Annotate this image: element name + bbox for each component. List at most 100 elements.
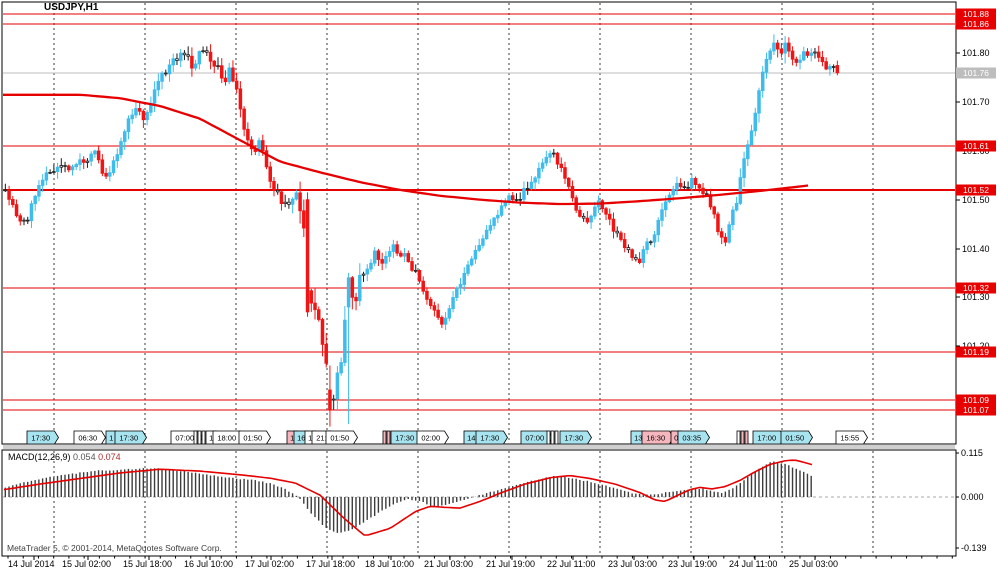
trade-marker-label: 17:30: [564, 434, 583, 443]
trade-marker-label: 17:30: [480, 434, 499, 443]
trade-marker[interactable]: [238, 430, 271, 445]
trade-tick-marker[interactable]: [546, 430, 551, 445]
svg-text:22 Jul 11:00: 22 Jul 11:00: [547, 559, 595, 569]
trade-marker-label: 16: [297, 434, 305, 443]
trade-marker-label: 01:50: [785, 434, 804, 443]
svg-text:-0.139: -0.139: [961, 543, 987, 553]
svg-text:101.32: 101.32: [963, 283, 989, 293]
trade-marker-label: 1: [290, 434, 294, 443]
svg-text:17 Jul 02:00: 17 Jul 02:00: [245, 559, 294, 569]
svg-text:23 Jul 19:00: 23 Jul 19:00: [668, 559, 717, 569]
svg-text:101.30: 101.30: [962, 292, 990, 302]
trade-marker-label: 17:30: [119, 434, 138, 443]
time-axis[interactable]: 14 Jul 2014 15 Jul 02:00 15 Jul 18:00 16 Ju…: [7, 556, 953, 569]
trade-marker-label: 17:30: [395, 434, 414, 443]
day-gridlines: [53, 3, 874, 555]
trade-marker-label: 03:35: [682, 434, 701, 443]
trade-marker[interactable]: [114, 430, 147, 445]
svg-text:101.88: 101.88: [963, 9, 989, 19]
svg-text:16 Jul 10:00: 16 Jul 10:00: [184, 559, 233, 569]
trade-tick-marker[interactable]: [550, 430, 555, 445]
svg-text:21 Jul 19:00: 21 Jul 19:00: [486, 559, 535, 569]
symbol-period-title: USDJPY,H1: [44, 2, 99, 13]
svg-text:25 Jul 03:00: 25 Jul 03:00: [789, 559, 838, 569]
trade-marker[interactable]: [475, 430, 508, 445]
svg-text:18 Jul 10:00: 18 Jul 10:00: [365, 559, 414, 569]
svg-text:21 Jul 03:00: 21 Jul 03:00: [424, 559, 473, 569]
trade-marker-label: 1: [209, 434, 213, 443]
svg-text:101.61: 101.61: [963, 141, 989, 151]
trade-tick-marker[interactable]: [382, 430, 387, 445]
trade-tick-marker[interactable]: [554, 430, 559, 445]
trade-marker-label: 01:50: [330, 434, 349, 443]
trade-marker[interactable]: [520, 430, 553, 445]
trade-tick-marker[interactable]: [736, 430, 741, 445]
pane-splitter[interactable]: [3, 445, 955, 449]
svg-text:101.86: 101.86: [963, 19, 989, 29]
trade-marker-label: 21:: [316, 434, 326, 443]
svg-text:101.09: 101.09: [963, 395, 989, 405]
trade-tick-marker[interactable]: [197, 430, 202, 445]
svg-text:24 Jul 11:00: 24 Jul 11:00: [729, 559, 777, 569]
svg-text:101.20: 101.20: [962, 341, 990, 351]
trade-marker-label: 17:30: [31, 434, 50, 443]
trade-marker-label: 18:00: [217, 434, 236, 443]
svg-text:23 Jul 03:00: 23 Jul 03:00: [608, 559, 657, 569]
trade-tick-marker[interactable]: [740, 430, 745, 445]
svg-text:0.115: 0.115: [961, 448, 983, 458]
trade-marker-label: 0: [674, 434, 678, 443]
svg-text:101.19: 101.19: [963, 347, 989, 357]
trade-tick-marker[interactable]: [744, 430, 749, 445]
trade-marker-label: 02:00: [421, 434, 440, 443]
indicator-value-signal: 0.074: [98, 452, 121, 462]
trade-tick-marker[interactable]: [386, 430, 391, 445]
trade-marker-label: 01:50: [243, 434, 262, 443]
trade-marker-label: 06:30: [78, 434, 97, 443]
trade-marker-label: 17:00: [757, 434, 776, 443]
svg-text:101.52: 101.52: [963, 185, 989, 195]
svg-text:101.07: 101.07: [963, 405, 989, 415]
trade-marker[interactable]: [780, 430, 813, 445]
price-axis[interactable]: 101.80101.70101.60101.50101.40101.30101.…: [956, 8, 996, 554]
trade-marker-label: 1: [109, 434, 113, 443]
trade-marker[interactable]: [559, 430, 592, 445]
trade-tick-marker[interactable]: [201, 430, 206, 445]
trade-marker-label: 07:00: [175, 434, 194, 443]
trade-marker[interactable]: [416, 430, 449, 445]
svg-text:17 Jul 18:00: 17 Jul 18:00: [306, 559, 355, 569]
trade-marker[interactable]: [325, 430, 358, 445]
trade-marker-label: 15:55: [840, 434, 859, 443]
svg-text:15 Jul 02:00: 15 Jul 02:00: [62, 559, 111, 569]
candlesticks: [3, 34, 840, 427]
svg-text:101.80: 101.80: [962, 48, 990, 58]
trade-marker[interactable]: [835, 430, 868, 445]
svg-text:101.70: 101.70: [962, 97, 990, 107]
trade-tick-marker[interactable]: [193, 430, 198, 445]
sr-level-lines[interactable]: [3, 13, 955, 411]
trade-marker-label: 16:30: [646, 434, 665, 443]
macd-pane: [3, 459, 955, 536]
trade-marker[interactable]: [26, 430, 59, 445]
svg-text:101.76: 101.76: [963, 68, 989, 78]
trade-marker-label: 07:00: [525, 434, 544, 443]
svg-text:15 Jul 18:00: 15 Jul 18:00: [123, 559, 172, 569]
trade-marker-strip: 17:30 06:30 1 17:30 07:00 1 18:00 01:50 1 16 1 21: 0…: [26, 430, 868, 445]
svg-text:101.40: 101.40: [962, 244, 990, 254]
indicator-label: MACD(12,26,9) 0.054 0.074: [8, 452, 121, 462]
trade-marker[interactable]: [73, 430, 106, 445]
indicator-value-main: 0.054: [73, 452, 96, 462]
svg-text:0.000: 0.000: [961, 492, 984, 502]
svg-text:14 Jul 2014: 14 Jul 2014: [8, 559, 55, 569]
macd-pane-border: [1, 449, 957, 557]
trade-marker-label: 1: [308, 434, 312, 443]
trade-marker-label: 13: [634, 434, 642, 443]
trade-marker[interactable]: [677, 430, 710, 445]
trade-marker-label: 14: [467, 434, 475, 443]
moving-average-line: [3, 93, 809, 206]
indicator-name: MACD(12,26,9): [8, 452, 71, 462]
svg-text:101.50: 101.50: [962, 195, 990, 205]
copyright-text: MetaTrader 5, © 2001-2014, MetaQuotes So…: [7, 543, 222, 553]
current-price-label: [956, 67, 996, 79]
